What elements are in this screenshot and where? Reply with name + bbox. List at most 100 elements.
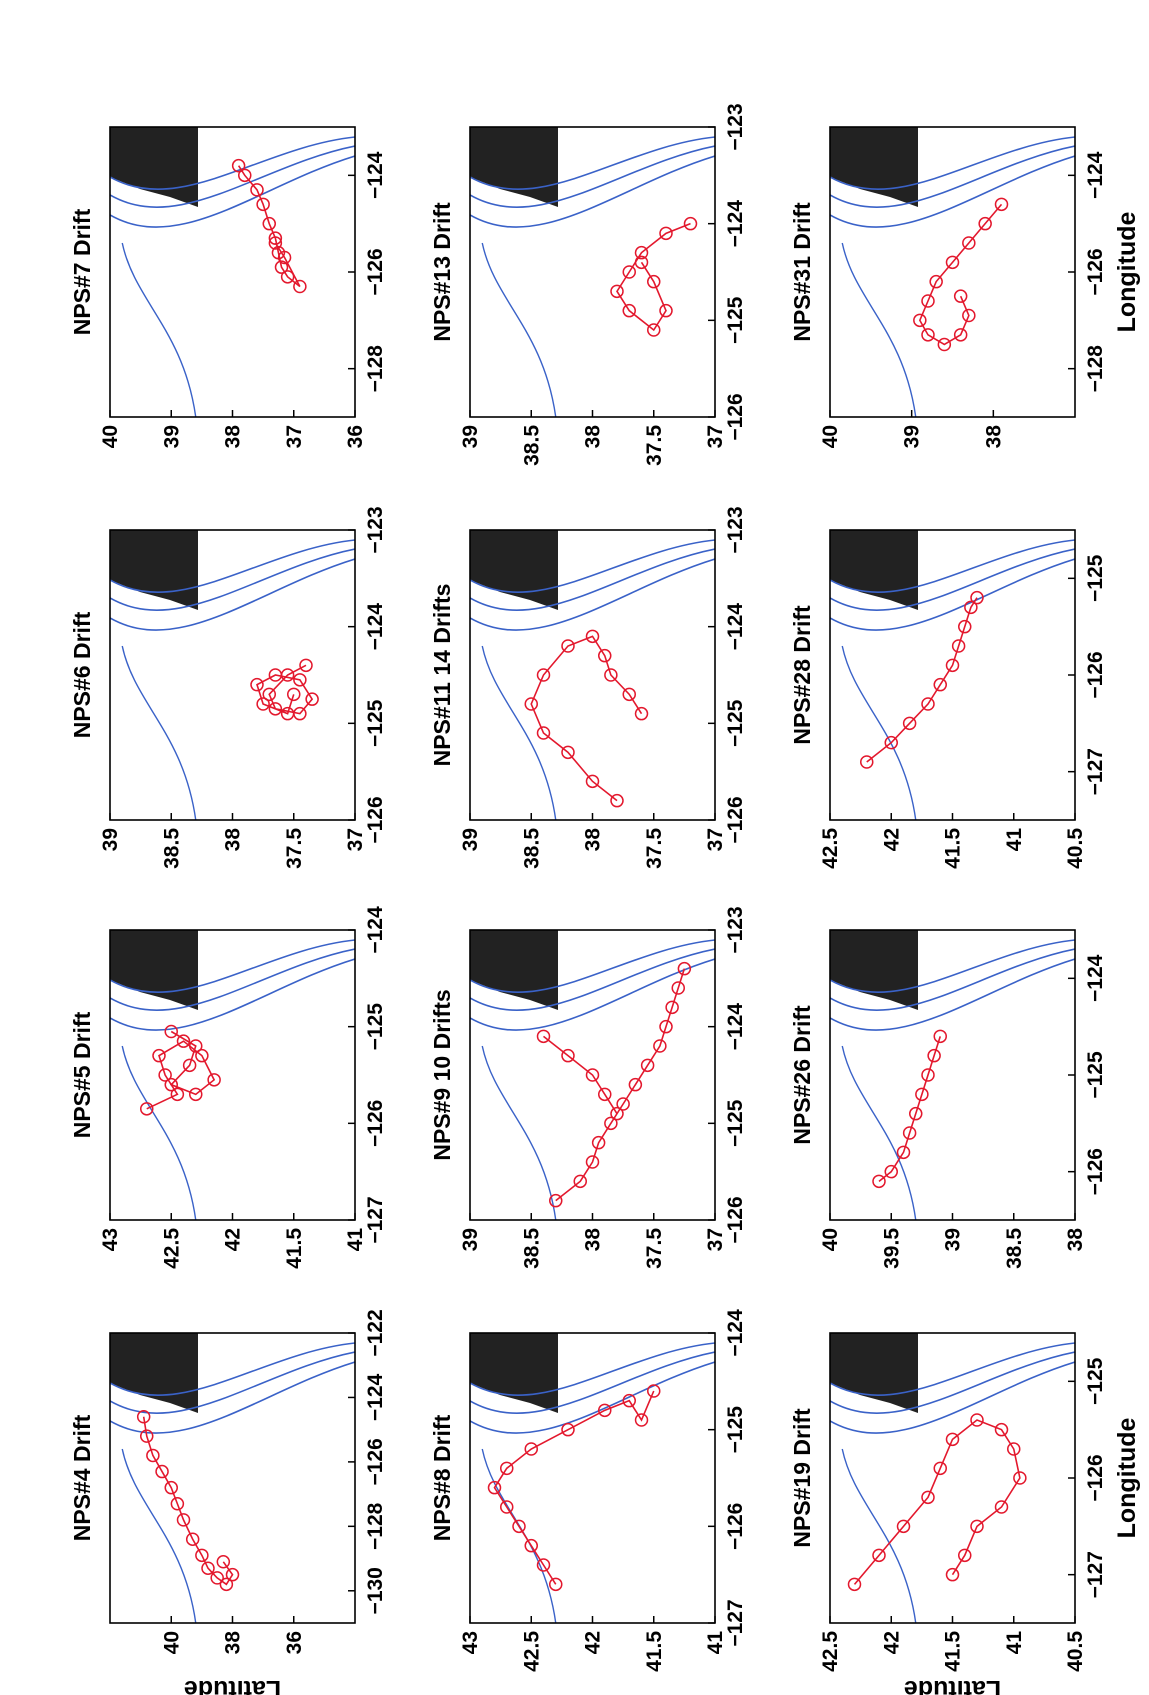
x-tick-label: −124 bbox=[364, 151, 387, 199]
y-tick-label: 41 bbox=[1003, 1631, 1026, 1655]
drift-point bbox=[958, 1548, 972, 1563]
drift-point bbox=[604, 668, 618, 682]
y-tick-label: 38 bbox=[1064, 1228, 1087, 1252]
bathymetry-contour-2 bbox=[830, 548, 1075, 611]
coastline-land bbox=[470, 127, 558, 207]
drift-point bbox=[640, 1058, 655, 1073]
panel-title: NPS#5 Drift bbox=[69, 1011, 95, 1138]
drift-point bbox=[524, 1442, 538, 1456]
x-tick-label: −128 bbox=[1084, 345, 1107, 393]
panel-12: NPS#31 Drift −128 −126 −124 38 39 40 Longitude bbox=[789, 126, 1141, 448]
drift-point bbox=[847, 1577, 862, 1592]
drift-point bbox=[185, 1532, 200, 1546]
drift-point bbox=[585, 629, 600, 644]
x-tick-label: −126 bbox=[724, 1503, 747, 1550]
drift-point bbox=[610, 793, 624, 808]
drift-point bbox=[164, 1024, 178, 1039]
drift-track-1 bbox=[142, 1416, 234, 1586]
drift-point bbox=[176, 1513, 191, 1527]
drift-point bbox=[274, 260, 289, 274]
panel-title: NPS#11 14 Drifts bbox=[429, 584, 455, 767]
drift-point bbox=[487, 1480, 502, 1495]
bathymetry-contour-offshore bbox=[121, 645, 197, 820]
drift-point bbox=[953, 289, 968, 303]
panel-6: NPS#9 10 Drifts −126 −125 −124 −123 37 37.5 38 3… bbox=[429, 906, 747, 1269]
plot-area bbox=[830, 1333, 1075, 1623]
x-tick-label: −126 bbox=[364, 1438, 387, 1485]
coastline-land bbox=[830, 1333, 918, 1413]
coastline-land bbox=[110, 127, 198, 207]
y-tick-label: 42.5 bbox=[160, 1228, 183, 1269]
y-tick-label: 38 bbox=[582, 425, 605, 449]
bathymetry-contour-2 bbox=[470, 1351, 715, 1414]
y-tick-label: 39.5 bbox=[880, 1228, 903, 1269]
drift-point bbox=[604, 1116, 618, 1131]
drift-point bbox=[659, 303, 673, 318]
drift-point bbox=[951, 639, 966, 653]
x-tick-label: −125 bbox=[364, 1003, 387, 1051]
x-tick-label: −126 bbox=[364, 796, 387, 843]
x-tick-label: −123 bbox=[364, 506, 387, 553]
y-tick-label: 42 bbox=[880, 828, 903, 851]
bathymetry-contour-2 bbox=[830, 948, 1075, 1011]
drift-point bbox=[921, 1490, 935, 1505]
y-tick-label: 39 bbox=[901, 425, 924, 448]
x-tick-label: −125 bbox=[1084, 1051, 1107, 1099]
y-tick-label: 37 bbox=[704, 425, 727, 448]
drift-point bbox=[210, 1571, 224, 1585]
x-tick-label: −126 bbox=[1084, 651, 1107, 698]
drift-point bbox=[671, 981, 685, 995]
drift-point bbox=[287, 687, 301, 702]
drift-point bbox=[994, 1500, 1009, 1514]
drift-point bbox=[872, 1174, 886, 1189]
drift-point bbox=[962, 308, 976, 323]
y-tick-label: 42.5 bbox=[520, 1631, 543, 1672]
coastline-land bbox=[110, 530, 198, 610]
bathymetry-contour-2 bbox=[470, 548, 715, 611]
panel-title: NPS#8 Drift bbox=[429, 1414, 455, 1541]
x-tick-label: −125 bbox=[724, 1406, 747, 1454]
drift-point bbox=[921, 1068, 935, 1082]
panel-2: NPS#5 Drift −127 −126 −125 −124 41 41.5 42 42.5 4… bbox=[69, 906, 387, 1269]
drift-point bbox=[913, 313, 927, 328]
y-tick-label: 37 bbox=[704, 828, 727, 851]
y-tick-label: 41 bbox=[1003, 828, 1026, 852]
panel-title: NPS#19 Drift bbox=[789, 1408, 815, 1548]
y-tick-label: 38.5 bbox=[1003, 1228, 1026, 1269]
panel-title: NPS#28 Drift bbox=[789, 605, 815, 745]
y-tick-label: 37.5 bbox=[643, 425, 666, 466]
drift-point bbox=[585, 774, 600, 789]
panel-9: NPS#19 Drift −127 −126 −125 40.5 41 41.5 42 42.5… bbox=[789, 1332, 1141, 1695]
bathymetry-contour-2 bbox=[830, 1351, 1075, 1414]
x-tick-label: −124 bbox=[1084, 151, 1107, 199]
bathymetry-contour-3 bbox=[830, 558, 1075, 631]
panel-title: NPS#26 Drift bbox=[789, 1005, 815, 1145]
drift-track-1 bbox=[555, 968, 686, 1202]
drift-point bbox=[189, 1039, 203, 1053]
y-tick-label: 41.5 bbox=[643, 1631, 666, 1672]
drift-point bbox=[231, 158, 246, 173]
drift-point bbox=[634, 1413, 649, 1427]
x-tick-label: −126 bbox=[1084, 1454, 1107, 1501]
bathymetry-contour-offshore bbox=[121, 1448, 197, 1623]
drift-point bbox=[616, 1097, 630, 1111]
y-tick-label: 41.5 bbox=[942, 1631, 965, 1672]
drift-point bbox=[549, 1193, 563, 1208]
drift-point bbox=[164, 1480, 178, 1495]
panel-4: NPS#7 Drift −128 −126 −124 36 37 38 39 40 bbox=[69, 126, 387, 448]
y-tick-label: 42 bbox=[880, 1631, 903, 1654]
bathymetry-contour-1 bbox=[830, 539, 1075, 593]
drift-point bbox=[256, 697, 270, 711]
drift-point bbox=[884, 1164, 898, 1179]
panel-title: NPS#31 Drift bbox=[789, 202, 815, 342]
y-tick-label: 37.5 bbox=[643, 1228, 666, 1269]
panel-title: NPS#7 Drift bbox=[69, 208, 95, 335]
panel-7: NPS#11 14 Drifts −126 −125 −124 −123 37 37.5 38… bbox=[429, 506, 747, 869]
plot-area bbox=[830, 530, 1075, 820]
drift-point bbox=[250, 183, 264, 197]
drift-point bbox=[176, 1034, 191, 1048]
drift-point bbox=[953, 328, 968, 342]
drift-point bbox=[978, 216, 992, 231]
drift-point bbox=[170, 1497, 185, 1511]
drift-track-2 bbox=[543, 1035, 618, 1115]
